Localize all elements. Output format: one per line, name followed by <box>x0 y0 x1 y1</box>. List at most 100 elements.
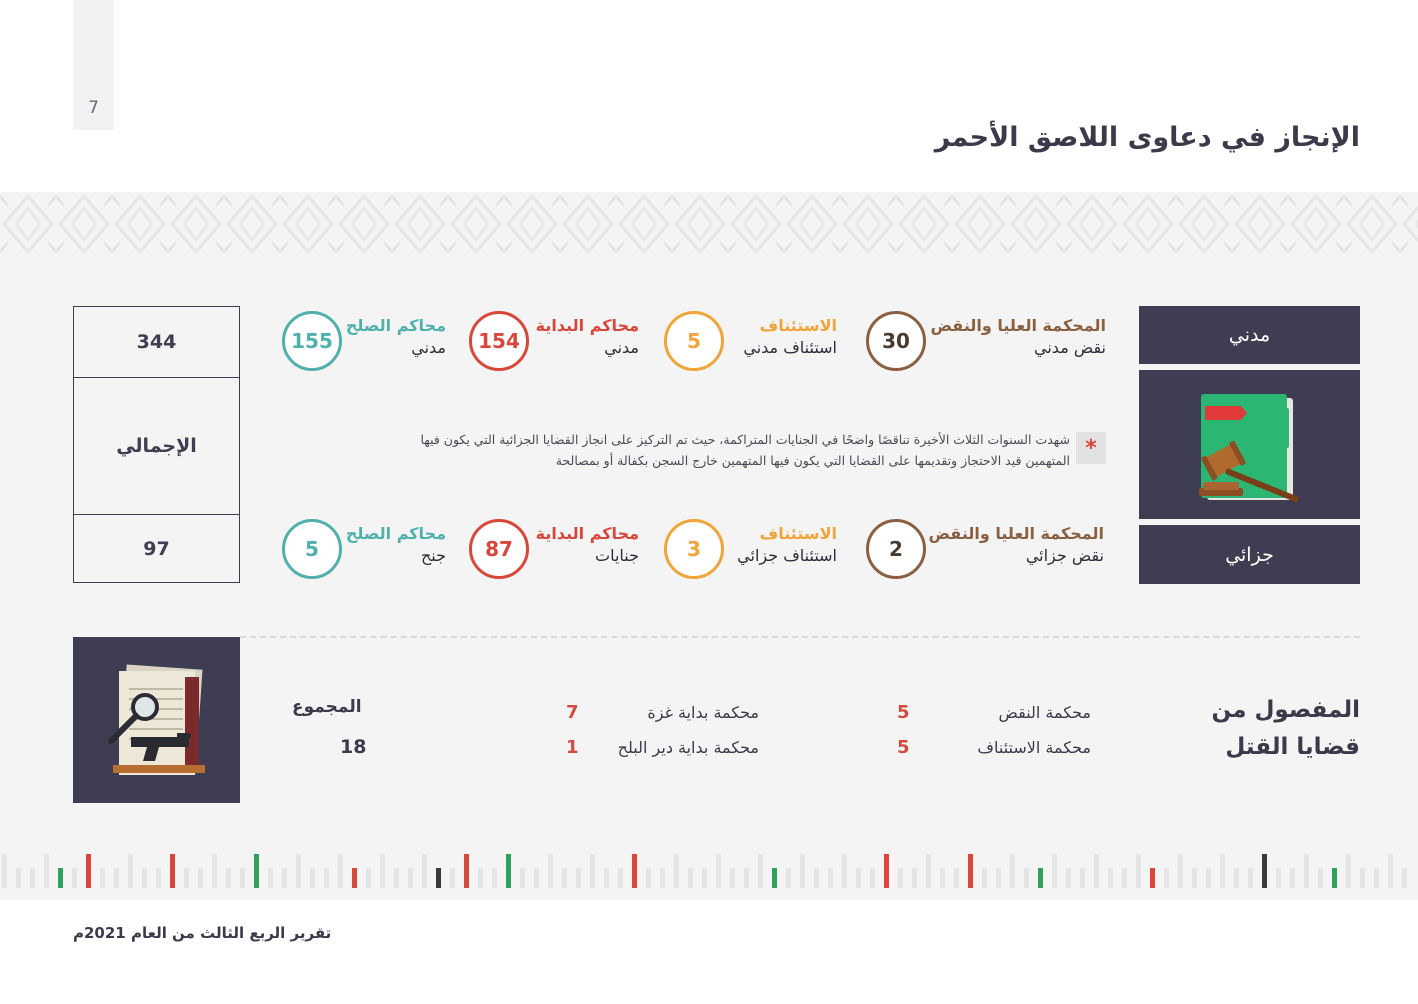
murder-row-court: محكمة بداية دير البلح <box>617 738 759 757</box>
decorative-bar <box>1052 854 1057 888</box>
decorative-bar <box>800 854 805 888</box>
decorative-bar <box>1192 868 1197 888</box>
decorative-bar <box>982 868 987 888</box>
decorative-bar <box>1038 868 1043 888</box>
decorative-bar <box>156 868 161 888</box>
decorative-bar <box>772 868 777 888</box>
decorative-bar <box>1332 868 1337 888</box>
footer-report-title: تقرير الربع الثالث من العام 2021م <box>73 924 332 942</box>
criminal-total: 97 <box>143 537 170 560</box>
decorative-bar <box>58 868 63 888</box>
decorative-bar <box>324 868 329 888</box>
decorative-bar <box>1304 854 1309 888</box>
decorative-bar-strip <box>2 854 1407 888</box>
decorative-bar <box>884 854 889 888</box>
decorative-bar <box>842 854 847 888</box>
decorative-bar <box>520 868 525 888</box>
decorative-bar <box>310 868 315 888</box>
murder-title-line-1: المفصول من <box>1211 697 1360 723</box>
stat-subtitle: مدني <box>604 338 639 357</box>
decorative-bar <box>1150 868 1155 888</box>
stat-title: المحكمة العليا والنقض <box>930 316 1106 335</box>
decorative-bar <box>1066 868 1071 888</box>
stat-title: محاكم البداية <box>535 316 639 335</box>
decorative-bar <box>240 868 245 888</box>
decorative-bar <box>646 868 651 888</box>
stat-civil-appeal: 5 الاستئناف استئناف مدني <box>664 311 837 373</box>
decorative-bar <box>968 854 973 888</box>
stat-subtitle: نقض مدني <box>1034 338 1106 357</box>
stat-value-circle: 154 <box>469 311 529 371</box>
decorative-bar <box>408 868 413 888</box>
criminal-header: جزائي <box>1139 525 1360 584</box>
decorative-bar <box>1178 854 1183 888</box>
decorative-bar <box>1360 868 1365 888</box>
decorative-bar <box>730 868 735 888</box>
stat-title: المحكمة العليا والنقض <box>928 524 1104 543</box>
decorative-bar <box>366 868 371 888</box>
stat-title: الاستئناف <box>759 316 837 335</box>
decorative-bar <box>1108 868 1113 888</box>
note-text: شهدت السنوات الثلاث الأخيرة تناقصًا واضح… <box>380 429 1071 471</box>
documents-magnifier-gun-icon <box>108 664 205 775</box>
decorative-bar <box>744 868 749 888</box>
stat-title: الاستئناف <box>759 524 837 543</box>
decorative-bar <box>856 868 861 888</box>
stat-value-circle: 5 <box>282 519 342 579</box>
totals-label: الإجمالي <box>74 378 239 515</box>
decorative-bar <box>1374 868 1379 888</box>
decorative-bar <box>506 854 511 888</box>
page-number: 7 <box>88 98 99 118</box>
decorative-bar <box>1318 868 1323 888</box>
stat-criminal-supreme: 2 المحكمة العليا والنقض نقض جزائي <box>866 519 1104 581</box>
decorative-bar <box>352 868 357 888</box>
decorative-bar <box>828 868 833 888</box>
decorative-bar <box>380 854 385 888</box>
decorative-bar <box>604 868 609 888</box>
section-divider <box>240 636 1360 638</box>
decorative-bar <box>198 868 203 888</box>
totals-box: 344 الإجمالي 97 <box>73 306 240 583</box>
decorative-bar <box>1122 868 1127 888</box>
stat-subtitle: نقض جزائي <box>1025 546 1104 565</box>
decorative-bar <box>814 868 819 888</box>
murder-row-value: 7 <box>566 702 579 723</box>
decorative-bar <box>954 868 959 888</box>
decorative-bar <box>1402 868 1407 888</box>
decorative-bar <box>716 854 721 888</box>
murder-row-value: 5 <box>897 702 910 723</box>
decorative-bar <box>128 854 133 888</box>
decorative-bar <box>674 854 679 888</box>
murder-sum-value: 18 <box>340 736 367 758</box>
decorative-bar <box>30 868 35 888</box>
decorative-bar <box>1080 868 1085 888</box>
decorative-bar <box>926 854 931 888</box>
decorative-bar <box>534 868 539 888</box>
decorative-bar <box>1234 868 1239 888</box>
stat-civil-magistrate: 155 محاكم الصلح مدني <box>282 311 446 373</box>
decorative-bar <box>450 868 455 888</box>
decorative-bar <box>170 854 175 888</box>
decorative-bar <box>576 868 581 888</box>
murder-row-court: محكمة الاستئناف <box>977 738 1091 757</box>
decorative-bar <box>86 854 91 888</box>
decorative-pattern <box>0 192 1418 256</box>
page-tab: 7 <box>73 0 114 130</box>
decorative-bar <box>464 854 469 888</box>
decorative-bar <box>226 868 231 888</box>
murder-row-value: 1 <box>566 737 579 758</box>
decorative-bar <box>1262 854 1267 888</box>
stat-civil-first-instance: 154 محاكم البداية مدني <box>469 311 639 373</box>
decorative-bar <box>1206 868 1211 888</box>
page-title: الإنجاز في دعاوى اللاصق الأحمر <box>934 122 1360 153</box>
decorative-bar <box>548 854 553 888</box>
murder-row-value: 5 <box>897 737 910 758</box>
murder-cases-panel <box>73 637 240 803</box>
decorative-bar <box>1388 854 1393 888</box>
decorative-bar <box>1024 868 1029 888</box>
decorative-bar <box>338 854 343 888</box>
decorative-bar <box>212 854 217 888</box>
decorative-bar <box>282 868 287 888</box>
stat-subtitle: جنح <box>420 546 446 565</box>
decorative-bar <box>142 868 147 888</box>
